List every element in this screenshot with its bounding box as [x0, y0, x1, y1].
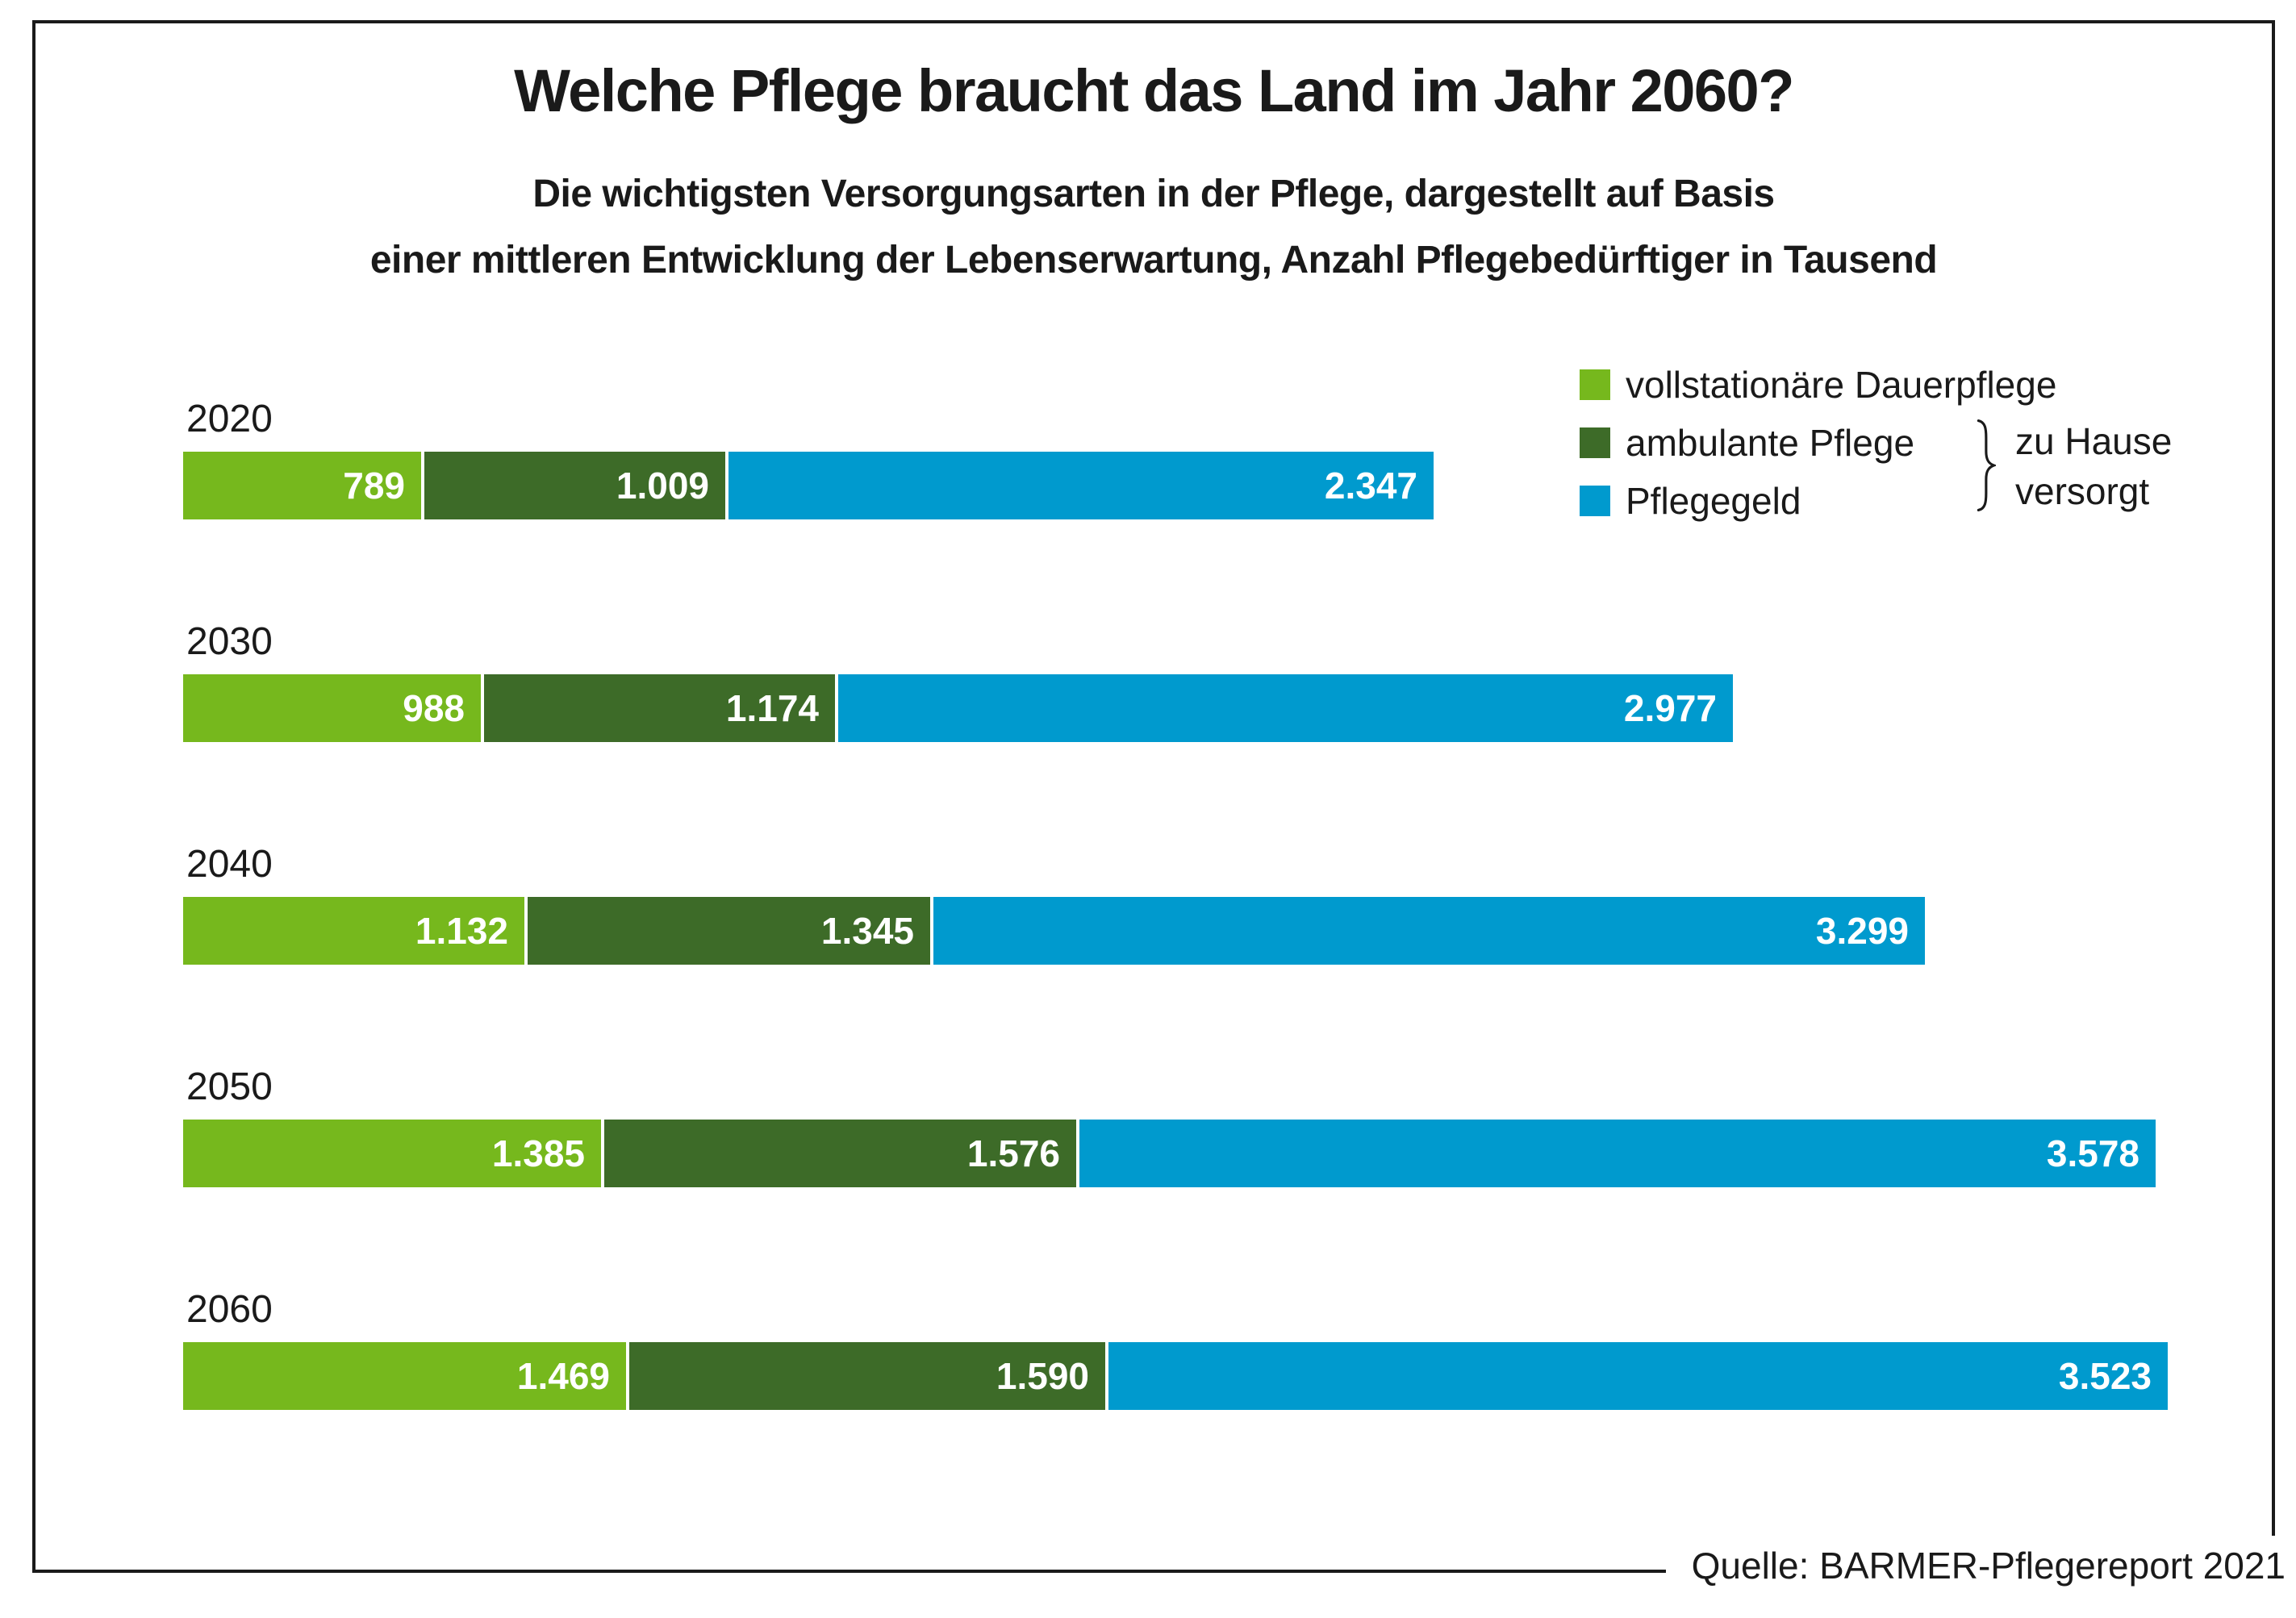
- bar-segment-pflegegeld: 2.977: [835, 674, 1733, 742]
- bar-segment-vollstationaere-dauerpflege: 789: [183, 452, 421, 519]
- bar-segment-ambulante-pflege: 1.174: [481, 674, 835, 742]
- legend-brace-annotation-line2: versorgt: [2015, 470, 2150, 512]
- legend-item: ambulante Pflege: [1580, 414, 2056, 472]
- bar-segment-ambulante-pflege: 1.590: [626, 1342, 1105, 1410]
- bar-segment-pflegegeld: 2.347: [725, 452, 1434, 519]
- legend-swatch-vollstationaere-dauerpflege-icon: [1580, 369, 1610, 400]
- bar-value-label: 1.345: [820, 910, 914, 952]
- chart-title: Welche Pflege braucht das Land im Jahr 2…: [514, 57, 1794, 124]
- bar-segment-pflegegeld: 3.299: [930, 897, 1925, 965]
- stacked-bar: 988 1.174 2.977: [183, 674, 2169, 742]
- legend-item-label: Pflegegeld: [1626, 480, 1801, 522]
- chart-subtitle-line1: Die wichtigsten Versorgungsarten in der …: [532, 173, 1775, 215]
- legend-swatch-ambulante-pflege-icon: [1580, 427, 1610, 458]
- chart-subtitle-line2: einer mittleren Entwicklung der Lebenser…: [369, 239, 1938, 281]
- stacked-bar: 789 1.009 2.347: [183, 452, 2169, 519]
- bar-row: 2050 1.385 1.576 3.578: [183, 1063, 2169, 1187]
- bar-row: 2060 1.469 1.590 3.523: [183, 1286, 2169, 1410]
- bar-value-label: 789: [343, 465, 405, 507]
- stacked-bar: 1.132 1.345 3.299: [183, 897, 2169, 965]
- bar-segment-ambulante-pflege: 1.009: [421, 452, 725, 519]
- year-label: 2060: [186, 1288, 273, 1331]
- bar-segment-vollstationaere-dauerpflege: 988: [183, 674, 481, 742]
- stacked-bar: 1.385 1.576 3.578: [183, 1120, 2169, 1187]
- bar-value-label: 3.299: [1815, 910, 1909, 952]
- bar-row: 2020 789 1.009 2.347: [183, 395, 2169, 519]
- bar-segment-pflegegeld: 3.578: [1076, 1120, 2156, 1187]
- legend-brace-annotation-line1: zu Hause: [2015, 420, 2173, 462]
- legend-item: vollstationäre Dauerpflege: [1580, 356, 2056, 414]
- bar-segment-ambulante-pflege: 1.345: [524, 897, 930, 965]
- source-note: Quelle: BARMER-Pflegereport 2021: [1665, 1536, 2286, 1595]
- bar-segment-pflegegeld: 3.523: [1105, 1342, 2168, 1410]
- bar-value-label: 1.132: [415, 910, 508, 952]
- year-label: 2020: [186, 398, 273, 440]
- bar-value-label: 1.385: [491, 1132, 585, 1174]
- year-label: 2050: [186, 1065, 273, 1108]
- bar-segment-vollstationaere-dauerpflege: 1.469: [183, 1342, 626, 1410]
- legend-brace-icon: [1977, 419, 1996, 512]
- bar-value-label: 1.174: [725, 687, 819, 729]
- bar-row: 2040 1.132 1.345 3.299: [183, 840, 2169, 965]
- legend-item-label: vollstationäre Dauerpflege: [1626, 364, 2057, 406]
- bar-segment-vollstationaere-dauerpflege: 1.132: [183, 897, 524, 965]
- year-label: 2040: [186, 843, 273, 886]
- chart-subtitle: Die wichtigsten Versorgungsarten in der …: [35, 161, 2272, 294]
- legend-item-label: ambulante Pflege: [1626, 422, 1915, 464]
- bar-segment-vollstationaere-dauerpflege: 1.385: [183, 1120, 601, 1187]
- bar-value-label: 1.576: [966, 1132, 1060, 1174]
- bar-value-label: 1.009: [616, 465, 709, 507]
- bar-row: 2030 988 1.174 2.977: [183, 618, 2169, 742]
- bar-value-label: 2.977: [1623, 687, 1717, 729]
- year-label: 2030: [186, 620, 273, 663]
- bar-value-label: 2.347: [1324, 465, 1417, 507]
- bar-value-label: 988: [403, 687, 465, 729]
- chart-border-frame: [32, 20, 2275, 1573]
- bar-segment-ambulante-pflege: 1.576: [601, 1120, 1076, 1187]
- bar-value-label: 1.469: [516, 1355, 610, 1397]
- legend-item: Pflegegeld: [1580, 472, 2056, 530]
- legend-brace-annotation: zu Hause versorgt: [2015, 416, 2172, 516]
- stacked-bar: 1.469 1.590 3.523: [183, 1342, 2169, 1410]
- legend: vollstationäre Dauerpflege ambulante Pfl…: [1580, 356, 2056, 530]
- bar-value-label: 1.590: [996, 1355, 1089, 1397]
- bar-value-label: 3.578: [2046, 1132, 2139, 1174]
- plot-area: 2020 789 1.009 2.347 2030 988 1.174 2.977 2040 1.…: [183, 395, 2169, 1508]
- bar-value-label: 3.523: [2058, 1355, 2152, 1397]
- legend-swatch-pflegegeld-icon: [1580, 486, 1610, 516]
